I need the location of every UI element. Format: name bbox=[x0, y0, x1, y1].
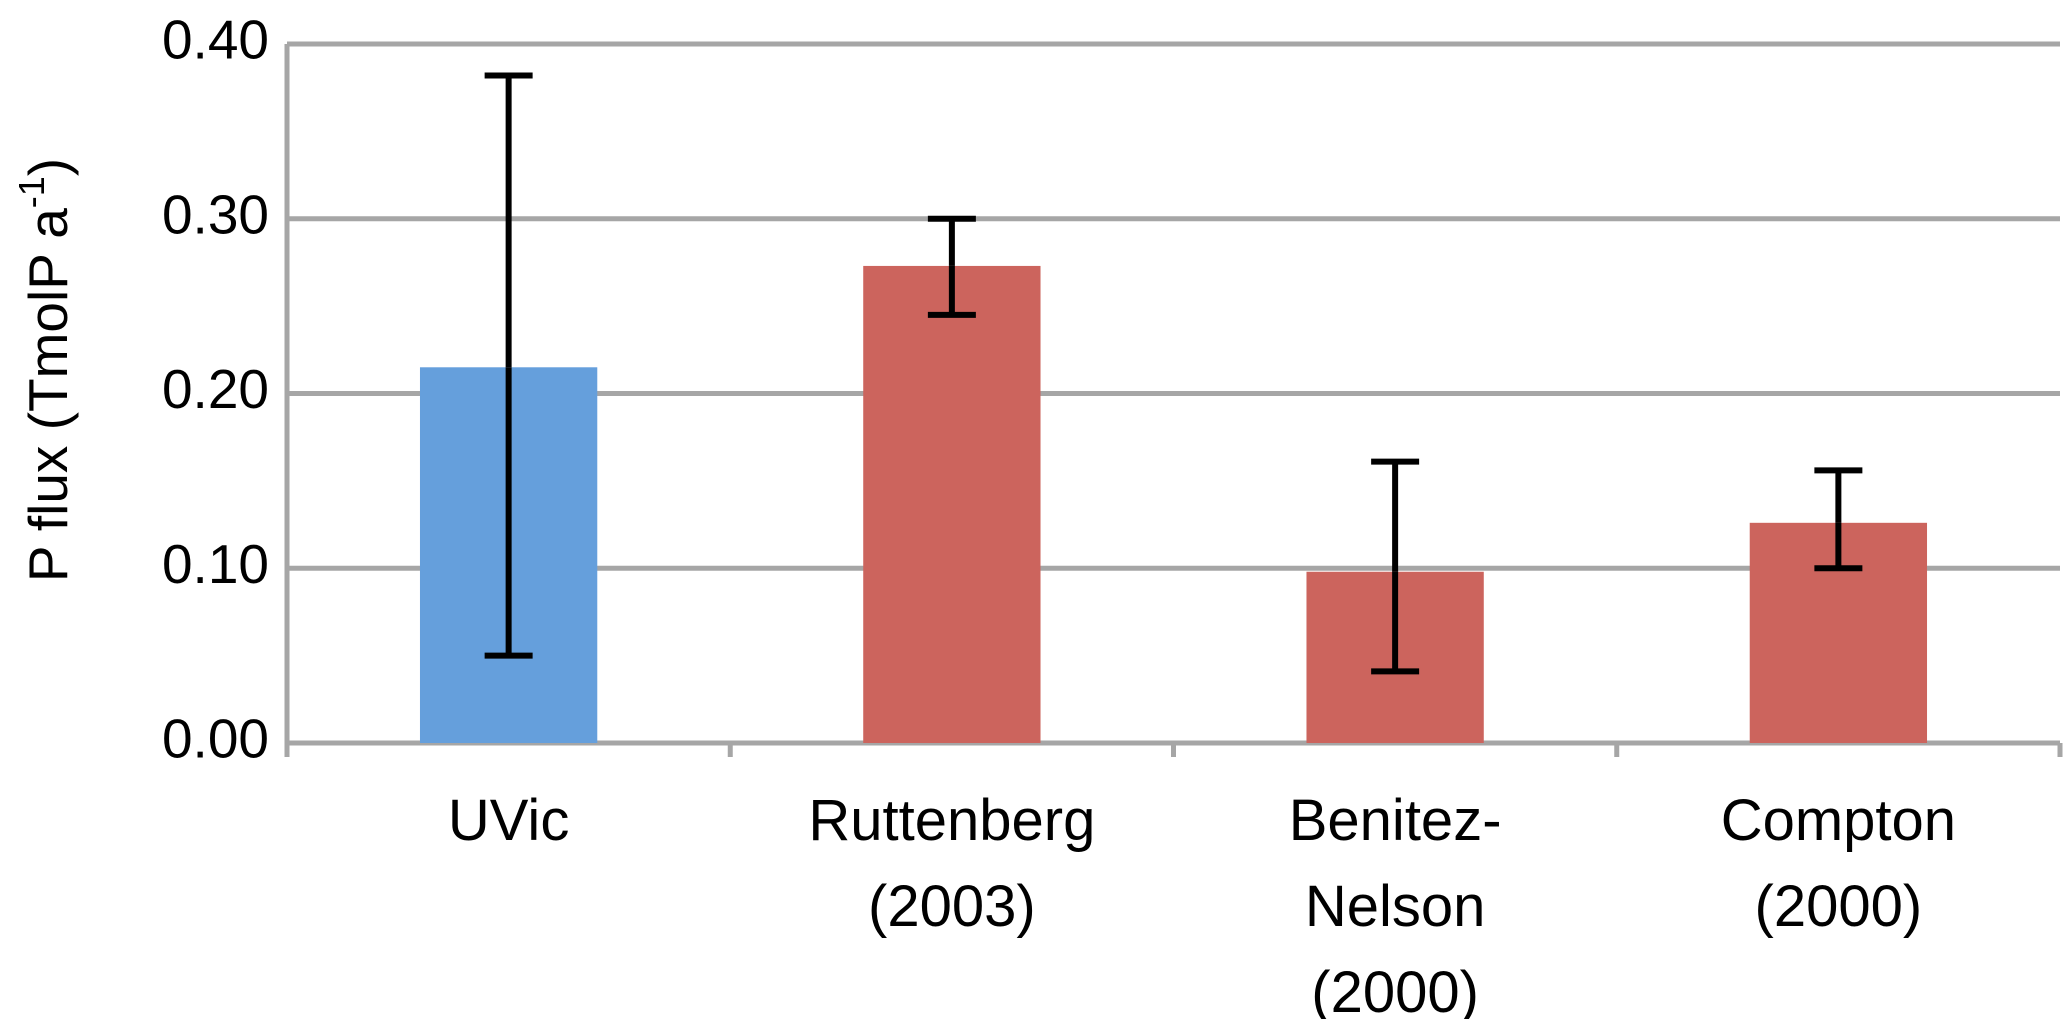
x-tick-label: Ruttenberg (2003) bbox=[808, 788, 1096, 939]
y-tick-label: 0.10 bbox=[162, 533, 269, 595]
y-tick-label: 0.20 bbox=[162, 358, 269, 420]
x-tick-label: Benitez- Nelson (2000) bbox=[1288, 788, 1502, 1019]
x-tick-label: UVic bbox=[447, 788, 570, 853]
y-label-suffix: ) bbox=[17, 158, 79, 176]
y-tick-label: 0.30 bbox=[162, 183, 269, 245]
y-label-text: P flux (TmolP a bbox=[17, 208, 79, 582]
y-tick-label: 0.40 bbox=[162, 9, 269, 71]
bar bbox=[863, 265, 1041, 743]
y-label-superscript: -1 bbox=[11, 176, 52, 208]
x-tick-label: Compton (2000) bbox=[1720, 788, 1957, 939]
y-axis-label: P flux (TmolP a-1) bbox=[11, 158, 79, 582]
y-tick-label: 0.00 bbox=[162, 708, 269, 770]
